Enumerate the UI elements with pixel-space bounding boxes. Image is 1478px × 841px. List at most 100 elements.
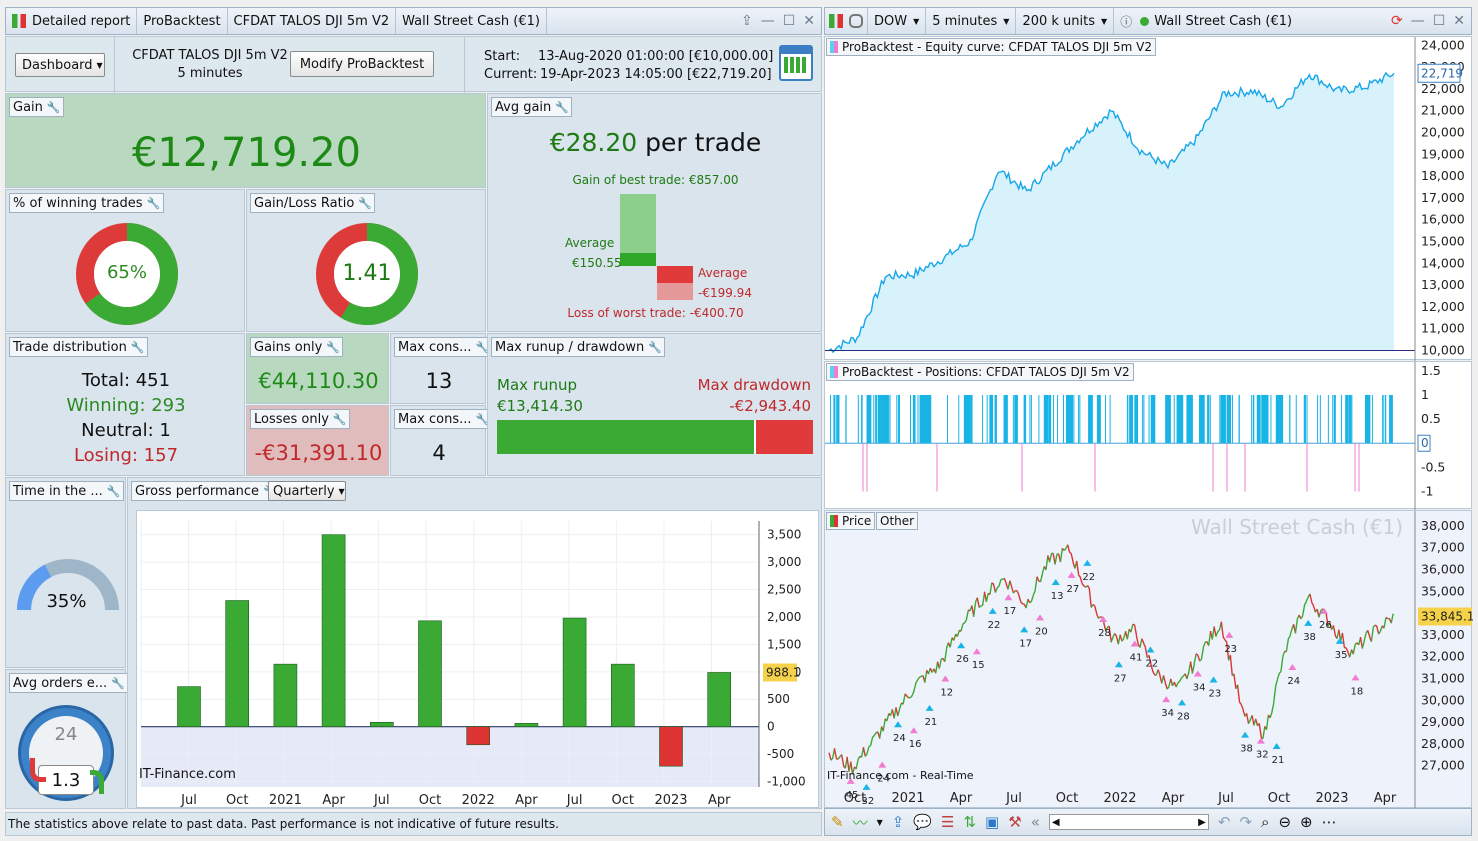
time-in-market-value: 35% [46, 591, 87, 612]
bar [707, 672, 732, 727]
price-candle [1097, 616, 1101, 620]
zoom-fit-icon[interactable]: ⌕ [1261, 813, 1270, 831]
horizontal-scrollbar[interactable]: ◀ ▶ [1048, 814, 1209, 830]
neutral-trades: Neutral: 1 [81, 420, 171, 441]
tab-instrument[interactable]: Wall Street Cash (€1) [396, 8, 547, 34]
units-selector[interactable]: 200 k units ▼ [1016, 8, 1115, 34]
modify-probacktest-button[interactable]: Modify ProBacktest [290, 51, 434, 77]
scroll-right-icon[interactable]: ▶ [1198, 816, 1206, 828]
info-icon[interactable]: ⓘ [1120, 14, 1133, 29]
close-icon[interactable]: ✕ [803, 13, 815, 29]
window-icon[interactable]: ▣ [985, 813, 1000, 831]
wrench-icon[interactable]: 🔧 [46, 100, 61, 114]
chart-icons[interactable] [825, 8, 868, 34]
price-tab[interactable]: Price [826, 512, 876, 530]
max-cons-win-value: 13 [425, 369, 453, 393]
report-settings-icon[interactable] [779, 45, 813, 81]
double-left-icon[interactable]: « [1030, 813, 1040, 831]
wrench-icon[interactable]: 🔧 [146, 196, 161, 210]
wrench-icon[interactable]: 🔧 [555, 100, 569, 114]
trade-arrow [1272, 743, 1281, 750]
share-icon[interactable]: ⇪ [891, 813, 905, 831]
price-candle [1068, 551, 1072, 555]
tab-probacktest[interactable]: ProBacktest [137, 8, 228, 34]
wrench-icon[interactable]: 🔧 [111, 676, 125, 690]
price-candle [1236, 684, 1241, 703]
runup-drawdown-label[interactable]: Max runup / drawdown 🔧 [491, 337, 666, 357]
price-candle [1151, 670, 1156, 676]
wrench-icon[interactable]: 🔧 [475, 340, 490, 354]
list-icon[interactable]: ☰ [941, 813, 955, 831]
price-candle [1247, 719, 1252, 725]
legend-color-icon [830, 515, 838, 527]
gains-only-label[interactable]: Gains only 🔧 [250, 337, 344, 357]
max-cons-win-label[interactable]: Max cons... 🔧 [394, 337, 493, 357]
price-candle [953, 633, 957, 641]
long-position-bar [845, 394, 847, 444]
maximize-icon[interactable]: ☐ [1432, 13, 1446, 29]
trade-marker-label: 20 [1035, 626, 1048, 637]
dashboard-dropdown[interactable]: Dashboard ▼ [15, 53, 105, 77]
price-candle [1110, 637, 1114, 643]
long-position-bar [1231, 394, 1233, 444]
redo-icon[interactable]: ↷ [1239, 813, 1253, 831]
timeframe-selector[interactable]: 5 minutes ▼ [926, 8, 1017, 34]
winning-pct-panel: % of winning trades 🔧 65% [5, 189, 245, 332]
winning-pct-label[interactable]: % of winning trades 🔧 [9, 193, 164, 213]
long-position-bar [880, 394, 882, 444]
price-candle [1126, 628, 1130, 640]
max-cons-loss-label[interactable]: Max cons... 🔧 [394, 409, 493, 429]
drawdown-value: -€2,943.40 [729, 397, 811, 415]
price-candle [1054, 554, 1058, 565]
avg-orders-label[interactable]: Avg orders e... 🔧 [9, 673, 129, 693]
y-tick-label: -0.5 [1421, 459, 1445, 474]
time-in-market-label[interactable]: Time in the ... 🔧 [9, 481, 124, 501]
wrench-icon[interactable]: 🔧 [130, 340, 145, 354]
wrench-icon[interactable]: 🔧 [648, 340, 662, 354]
long-position-bar [1143, 394, 1145, 444]
zoom-in-icon[interactable]: ⊕ [1300, 813, 1313, 831]
refresh-icon[interactable]: ⟳ [1390, 13, 1403, 29]
more-icon[interactable]: ⋯ [1321, 813, 1337, 831]
wrench-icon[interactable]: 🔧 [326, 340, 340, 354]
wrench-icon[interactable]: 🔧 [106, 484, 121, 498]
wrench-icon[interactable]: 🔧 [332, 412, 347, 426]
avg-gain-label[interactable]: Avg gain 🔧 [491, 97, 573, 117]
undo-icon[interactable]: ↶ [1217, 813, 1231, 831]
losses-only-label[interactable]: Losses only 🔧 [250, 409, 350, 429]
wrench-icon[interactable]: 🔧 [358, 196, 372, 210]
positions-title-text: ProBacktest - Positions: CFDAT TALOS DJI… [842, 365, 1130, 379]
share-icon[interactable]: ⇪ [740, 13, 753, 29]
maximize-icon[interactable]: ☐ [782, 13, 796, 29]
link-icon[interactable] [849, 14, 863, 28]
report-tab[interactable]: Detailed report [6, 8, 138, 34]
scroll-left-icon[interactable]: ◀ [1051, 816, 1060, 828]
chevron-down-icon[interactable]: ▼ [876, 817, 883, 827]
trade-arrow [1256, 737, 1265, 744]
instrument-selector[interactable]: DOW ▼ [868, 8, 927, 34]
pencil-icon[interactable]: ✎ [831, 813, 844, 831]
wrench-icon[interactable]: 🔧 [475, 412, 490, 426]
other-tab[interactable]: Other [876, 512, 919, 530]
long-position-bar [1207, 394, 1210, 444]
price-candle [1374, 624, 1378, 627]
gain-label[interactable]: Gain 🔧 [9, 97, 64, 117]
orders-icon[interactable]: ⇅ [963, 813, 977, 831]
zoom-out-icon[interactable]: ⊖ [1278, 813, 1292, 831]
long-position-bar [989, 394, 994, 444]
minimize-icon[interactable]: — [1410, 13, 1425, 29]
gain-loss-ratio-label[interactable]: Gain/Loss Ratio 🔧 [250, 193, 376, 213]
chevron-down-icon: ▼ [1003, 16, 1010, 26]
close-icon[interactable]: ✕ [1453, 13, 1465, 29]
x-tick-label: Oct [226, 793, 248, 808]
indicator-icon[interactable]: 〰 [852, 813, 868, 832]
gross-performance-label[interactable]: Gross performance🔧 [131, 481, 281, 501]
minimize-icon[interactable]: — [760, 13, 775, 29]
period-dropdown[interactable]: Quarterly ▼ [268, 481, 346, 501]
tools-icon[interactable]: ⚒ [1008, 813, 1022, 831]
trade-distribution-label[interactable]: Trade distribution 🔧 [9, 337, 148, 357]
price-candle [828, 752, 832, 761]
trade-arrow [1067, 571, 1076, 578]
chat-icon[interactable]: 💬 [913, 813, 933, 831]
tab-strategy[interactable]: CFDAT TALOS DJI 5m V2 [228, 8, 397, 34]
